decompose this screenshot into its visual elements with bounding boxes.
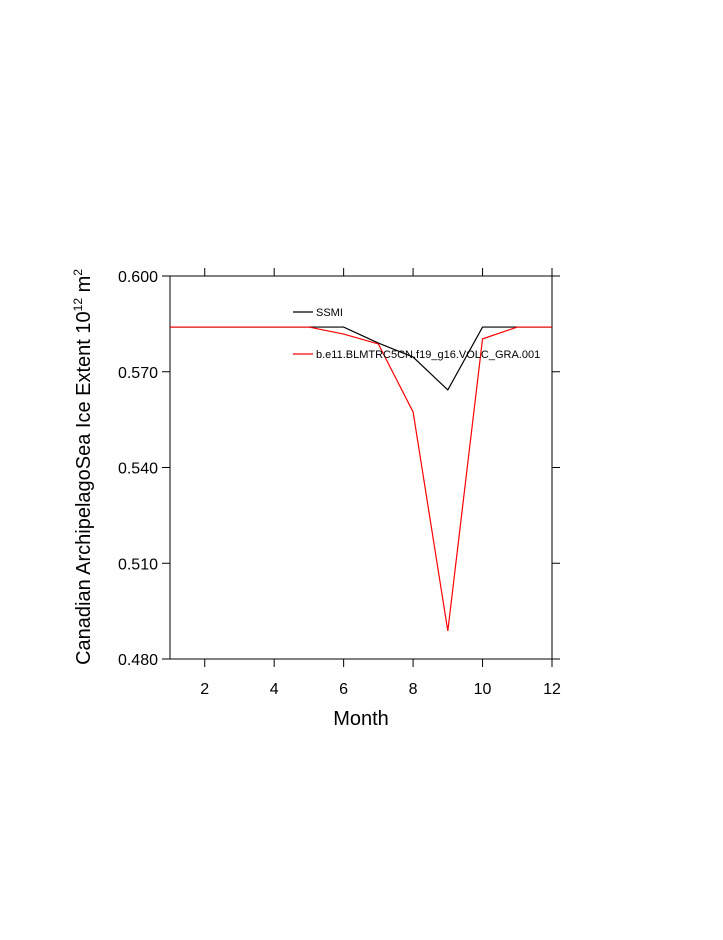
y-tick-label: 0.600: [118, 269, 158, 286]
y-label-unit: m: [73, 276, 95, 298]
x-tick-label: 6: [339, 681, 348, 698]
x-tick-label: 4: [270, 681, 279, 698]
y-label-text: Canadian ArchipelagoSea Ice Extent 10: [73, 311, 95, 665]
y-label-exponent: 12: [71, 298, 85, 312]
series-line: [170, 326, 552, 632]
y-label-exponent: 2: [71, 269, 85, 276]
y-tick-label: 0.570: [118, 365, 158, 382]
y-axis-label: Canadian ArchipelagoSea Ice Extent 1012 …: [71, 269, 95, 665]
y-tick-label: 0.480: [118, 652, 158, 669]
x-tick-label: 2: [200, 681, 209, 698]
y-tick-label: 0.510: [118, 556, 158, 573]
plot-frame: [169, 275, 553, 660]
x-tick-label: 10: [474, 681, 492, 698]
y-tick-label: 0.540: [118, 461, 158, 478]
legend-label: b.e11.BLMTRC5CN.f19_g16.VOLC_GRA.001: [316, 349, 540, 361]
legend-label: SSMI: [316, 307, 343, 319]
x-axis-label: Month: [333, 708, 389, 730]
x-tick-label: 12: [543, 681, 561, 698]
x-tick-label: 8: [409, 681, 418, 698]
